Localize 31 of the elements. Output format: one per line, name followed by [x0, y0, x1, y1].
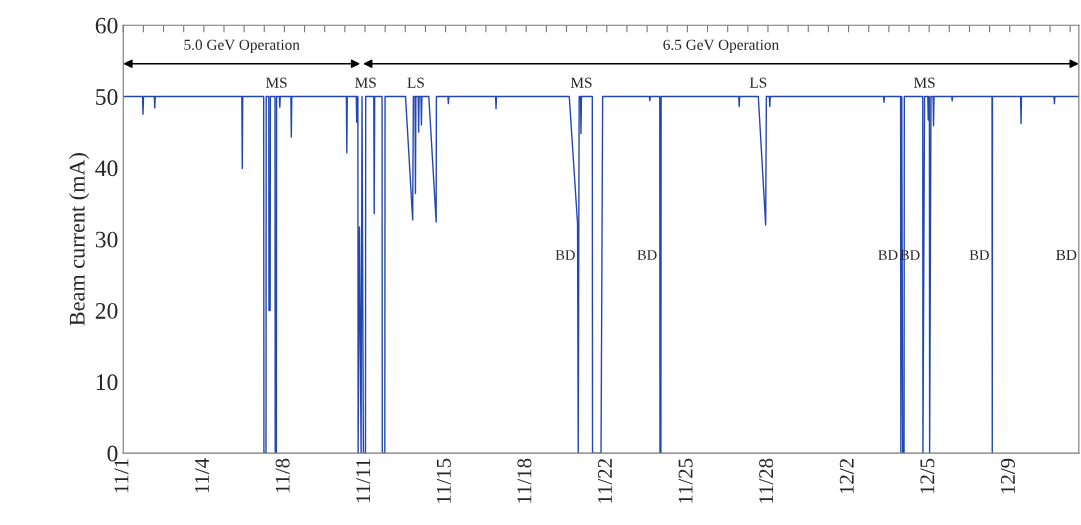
y-tick-label: 20: [95, 302, 118, 319]
x-tick-label: 11/18: [517, 458, 532, 503]
y-axis-title: Beam current (mA): [69, 153, 90, 326]
x-tick-label: 11/15: [436, 458, 451, 503]
x-tick-label: 11/25: [678, 458, 693, 503]
annotation: 5.0 GeV Operation: [184, 39, 300, 54]
x-tick-label: 11/8: [275, 458, 290, 493]
annotation: MS: [355, 77, 376, 88]
y-tick-label: 30: [95, 231, 118, 248]
x-tick-label: 11/4: [195, 458, 210, 493]
y-tick-label: 50: [96, 89, 118, 105]
x-tick-label: 12/2: [839, 459, 854, 494]
annotation: MS: [913, 77, 935, 88]
y-tick-label: 40: [95, 160, 118, 177]
x-tick-label: 11/11: [356, 459, 371, 502]
x-tick-label: 11/22: [598, 459, 613, 503]
annotation: LS: [407, 77, 424, 88]
annotation: BD: [878, 250, 898, 260]
annotation: LS: [749, 77, 767, 88]
y-tick-label: 10: [96, 374, 118, 391]
x-tick-label: 11/28: [759, 458, 774, 503]
annotation: MS: [265, 77, 287, 88]
annotation: 6.5 GeV Operation: [663, 39, 779, 54]
annotation: BD: [969, 250, 989, 260]
annotation: BD: [1056, 249, 1077, 260]
x-tick-label: 12/5: [920, 458, 935, 494]
annotation: BD: [555, 250, 575, 260]
y-tick-label: 60: [95, 17, 118, 34]
annotation: BD: [637, 250, 657, 260]
annotation: MS: [570, 77, 592, 88]
x-tick-label: 12/9: [1000, 458, 1015, 494]
